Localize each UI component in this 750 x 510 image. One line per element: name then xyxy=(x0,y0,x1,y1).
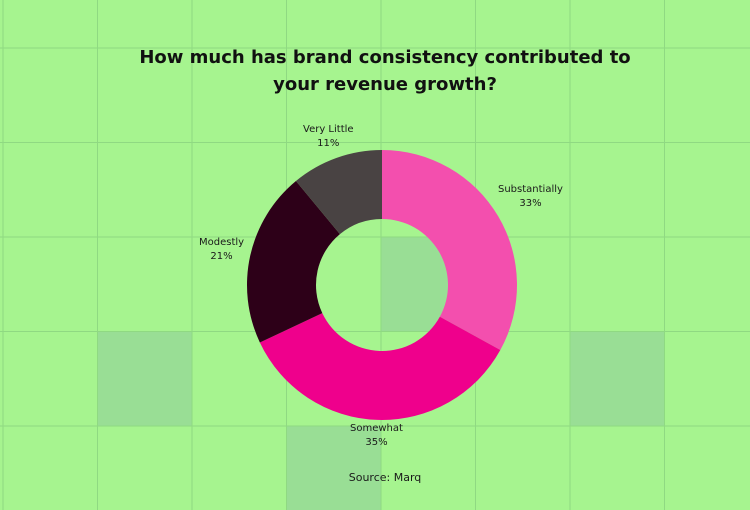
grid-cell-highlight xyxy=(286,426,381,510)
slice-label-value: 11% xyxy=(317,138,340,149)
slice-label-name: Very Little xyxy=(303,124,354,135)
slice-label-modestly: Modestly 21% xyxy=(199,236,244,264)
donut-slice-very-little xyxy=(295,150,382,235)
grid-cell-highlight xyxy=(570,331,665,426)
slice-label-somewhat: Somewhat 35% xyxy=(350,422,403,450)
slice-label-name: Modestly xyxy=(199,237,245,248)
chart-title-line-2: your revenue growth? xyxy=(273,74,497,95)
grid-cell-highlight xyxy=(97,331,192,426)
slice-label-name: Somewhat xyxy=(350,423,403,434)
donut-slice-substantially xyxy=(382,150,517,351)
slice-label-value: 21% xyxy=(210,251,233,262)
donut-slice-modestly xyxy=(247,180,340,343)
slice-label-substantially: Substantially 33% xyxy=(498,183,563,211)
slice-label-value: 35% xyxy=(365,437,388,448)
chart-title-line-1: How much has brand consistency contribut… xyxy=(139,47,631,68)
chart-source: Source: Marq xyxy=(348,471,422,484)
donut-slice-somewhat xyxy=(259,313,501,420)
slice-label-name: Substantially xyxy=(498,184,563,195)
slice-label-value: 33% xyxy=(519,198,542,209)
slice-label-very-little: Very Little 11% xyxy=(303,123,354,151)
chart-title: How much has brand consistency contribut… xyxy=(75,44,695,98)
